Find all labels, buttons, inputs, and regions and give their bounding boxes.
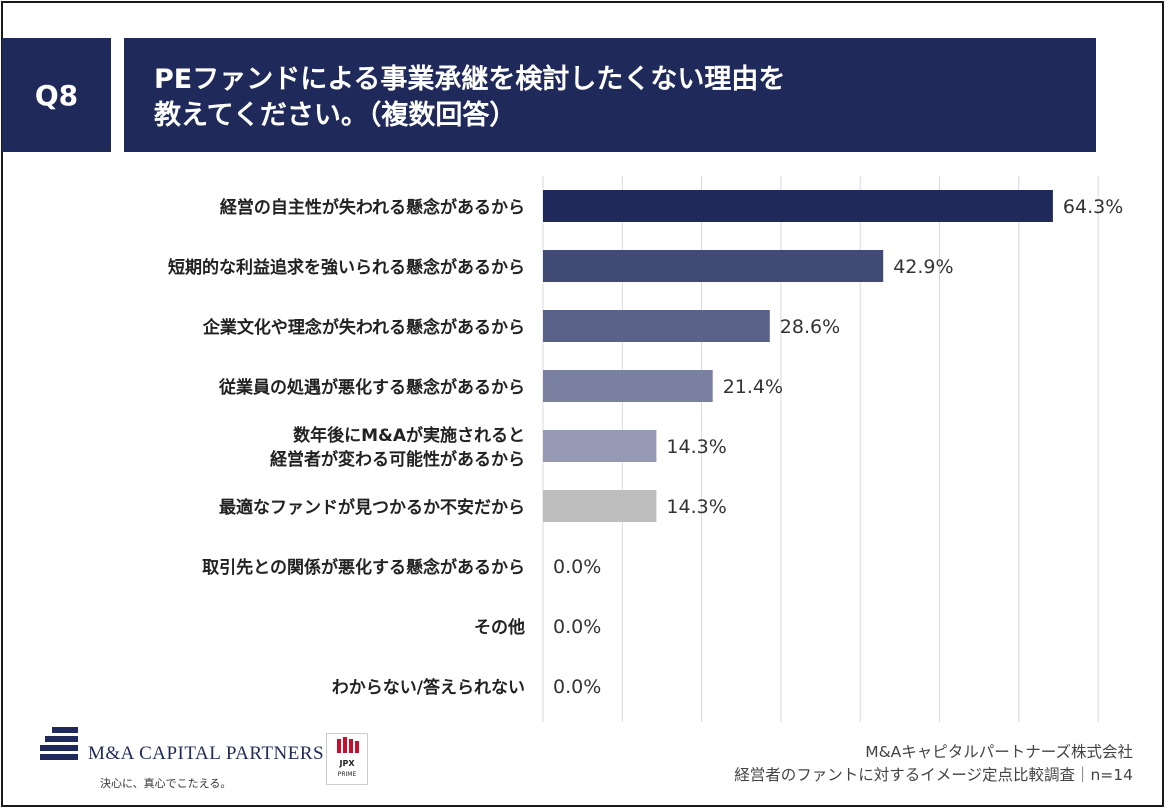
category-label: 数年後にM&Aが実施されると: [293, 425, 525, 446]
company-logo-mark-icon: [40, 727, 78, 760]
data-label: 0.0%: [553, 556, 601, 578]
jpx-sub-label: PRIME: [337, 771, 357, 778]
bar: [543, 370, 713, 402]
bar: [543, 310, 770, 342]
category-label: 企業文化や理念が失われる懸念があるから: [202, 317, 525, 338]
data-label: 28.6%: [780, 316, 840, 338]
category-label: 最適なファンドが見つかるか不安だから: [219, 497, 525, 518]
data-label: 14.3%: [666, 436, 726, 458]
title-line-1: PEファンドによる事業承継を検討したくない理由を: [154, 64, 786, 95]
bar: [543, 250, 884, 282]
company-logo-name: M&A CAPITAL PARTNERS: [88, 743, 325, 764]
category-label: 取引先との関係が悪化する懸念があるから: [202, 557, 525, 578]
bar: [543, 490, 657, 522]
data-label: 0.0%: [553, 676, 601, 698]
bar: [543, 430, 657, 462]
source-survey: 経営者のファントに対するイメージ定点比較調査｜n=14: [734, 766, 1133, 784]
title-line-2: 教えてください。（複数回答）: [154, 100, 517, 131]
category-label: その他: [474, 617, 525, 638]
company-tagline: 決心に、真心でこたえる。: [100, 777, 232, 790]
category-label: わからない/答えられない: [332, 677, 525, 698]
category-label: 従業員の処遇が悪化する懸念があるから: [218, 377, 525, 398]
data-label: 0.0%: [553, 616, 601, 638]
page-title: PEファンドによる事業承継を検討したくない理由を 教えてください。（複数回答）: [124, 38, 1096, 152]
bar: [543, 190, 1053, 222]
source-note: M&Aキャピタルパートナーズ株式会社 経営者のファントに対するイメージ定点比較調…: [734, 741, 1133, 787]
data-label: 64.3%: [1063, 196, 1123, 218]
category-label: 経営の自主性が失われる懸念があるから: [220, 197, 525, 218]
data-label: 21.4%: [723, 376, 783, 398]
jpx-prime-badge: JPX PRIME: [326, 733, 368, 785]
jpx-label: JPX: [339, 759, 355, 768]
jpx-logo-icon: [337, 737, 359, 753]
category-label: 経営者が変わる可能性があるから: [270, 449, 525, 470]
data-label: 14.3%: [666, 496, 726, 518]
source-company: M&Aキャピタルパートナーズ株式会社: [865, 743, 1133, 761]
data-label: 42.9%: [893, 256, 953, 278]
category-label: 短期的な利益追求を強いられる懸念があるから: [168, 257, 525, 278]
question-number: Q8: [2, 38, 111, 152]
